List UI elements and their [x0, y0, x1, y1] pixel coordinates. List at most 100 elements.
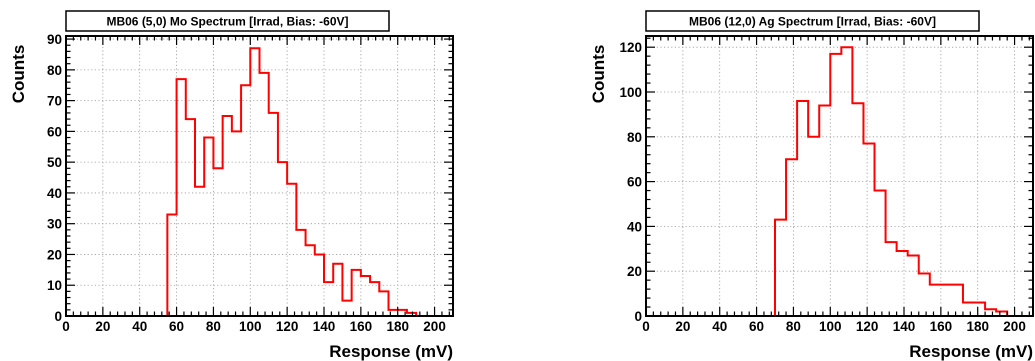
- histogram-bin: [352, 270, 361, 316]
- histogram-bin: [830, 54, 841, 316]
- y-tick-label: 100: [619, 85, 642, 100]
- histogram-bin: [985, 309, 996, 316]
- y-tick-label: 20: [627, 264, 642, 279]
- histogram-bin: [287, 184, 296, 316]
- y-tick-label: 120: [619, 40, 642, 55]
- histogram-bin: [213, 168, 222, 316]
- histogram-bin: [278, 162, 287, 316]
- histogram-bin: [333, 264, 342, 316]
- y-axis-label: Counts: [9, 45, 28, 104]
- histogram-bin: [819, 105, 830, 316]
- x-tick-label: 80: [786, 319, 801, 334]
- y-tick-label: 90: [47, 32, 62, 47]
- histogram-bin: [296, 230, 305, 316]
- x-tick-label: 60: [169, 319, 184, 334]
- x-tick-label: 80: [206, 319, 221, 334]
- x-tick-label: 160: [930, 319, 953, 334]
- y-tick-label: 70: [47, 94, 62, 109]
- histogram-bin: [863, 144, 874, 316]
- plot-background: [66, 36, 453, 316]
- histogram-bin: [941, 285, 952, 316]
- histogram-line: [646, 46, 1033, 317]
- chart-title-box: [65, 10, 390, 32]
- histogram-bin: [342, 301, 351, 316]
- plot-area: 0 20 40 60 80 100 120 140 160 180 200 0 20 40 60 80 100 1…: [619, 35, 1034, 334]
- y-tick-label: 20: [47, 247, 62, 262]
- x-tick-label: 100: [239, 319, 262, 334]
- histogram-bin: [223, 116, 232, 316]
- x-tick-label: 20: [675, 319, 690, 334]
- y-tick-label: 40: [627, 219, 642, 234]
- x-tick-label: 20: [95, 319, 110, 334]
- plot-background: [646, 36, 1033, 316]
- x-tick-label: 160: [350, 319, 373, 334]
- y-tick-label: 30: [47, 217, 62, 232]
- y-tick-label: 0: [634, 309, 642, 324]
- plot-area: 0 20 40 60 80 100 120 140 160 180 200 0 10 20 30 40 50 60…: [47, 32, 454, 334]
- x-tick-label: 0: [642, 319, 650, 334]
- x-tick-label: 140: [893, 319, 916, 334]
- histogram-bin: [886, 242, 897, 316]
- histogram-bin: [315, 254, 324, 316]
- histogram-bin: [786, 159, 797, 316]
- histogram-bin: [370, 282, 379, 316]
- x-tick-label: 180: [966, 319, 989, 334]
- histogram-bin: [361, 276, 370, 316]
- histogram-bin: [775, 220, 786, 316]
- histogram-bin: [379, 291, 388, 316]
- x-tick-label: 60: [749, 319, 764, 334]
- histogram-bin: [908, 256, 919, 316]
- x-tick-label: 200: [1003, 319, 1026, 334]
- histogram-bin: [306, 245, 315, 316]
- plot-frame: [645, 35, 1034, 317]
- y-tick-label: 10: [47, 278, 62, 293]
- histogram-bin: [974, 303, 985, 316]
- x-tick-label: 200: [423, 319, 446, 334]
- histogram-bin: [260, 73, 269, 316]
- histogram-line: [66, 47, 453, 317]
- y-axis-label: Counts: [589, 45, 608, 104]
- x-axis-label: Response (mV): [329, 342, 453, 361]
- histogram-bin: [808, 137, 819, 316]
- y-tick-label: 50: [47, 155, 62, 170]
- histogram-bin: [167, 214, 176, 316]
- histogram-bin: [852, 103, 863, 316]
- chart-title: MB06 (12,0) Ag Spectrum [Irrad, Bias: -6…: [689, 15, 936, 29]
- histogram-bin: [186, 119, 195, 316]
- histogram-bin: [963, 303, 974, 316]
- chart-panel-mo: MB06 (5,0) Mo Spectrum [Irrad, Bias: -60…: [9, 10, 454, 361]
- x-axis-label: Response (mV): [909, 342, 1033, 361]
- x-tick-label: 40: [132, 319, 147, 334]
- chart-title-box: [645, 10, 980, 32]
- histogram-bin: [897, 251, 908, 316]
- histogram-bin: [177, 79, 186, 316]
- x-tick-label: 120: [856, 319, 879, 334]
- histogram-bin: [232, 131, 241, 316]
- x-tick-label: 120: [276, 319, 299, 334]
- y-tick-label: 80: [627, 130, 642, 145]
- histogram-bin: [930, 285, 941, 316]
- histogram-bin: [250, 48, 259, 316]
- chart-title: MB06 (5,0) Mo Spectrum [Irrad, Bias: -60…: [106, 15, 348, 29]
- histogram-bin: [269, 113, 278, 316]
- histogram-bin: [919, 273, 930, 316]
- y-tick-label: 60: [47, 124, 62, 139]
- y-tick-label: 0: [54, 309, 62, 324]
- y-tick-label: 40: [47, 186, 62, 201]
- histogram-bin: [952, 285, 963, 316]
- x-tick-label: 140: [313, 319, 336, 334]
- x-tick-label: 180: [386, 319, 409, 334]
- histogram-bin: [204, 138, 213, 316]
- y-tick-label: 80: [47, 63, 62, 78]
- x-tick-label: 100: [819, 319, 842, 334]
- histogram-bin: [841, 47, 852, 316]
- histogram-bin: [324, 282, 333, 316]
- histogram-bin: [797, 101, 808, 316]
- chart-panel-ag: MB06 (12,0) Ag Spectrum [Irrad, Bias: -6…: [589, 10, 1034, 361]
- histogram-bin: [875, 191, 886, 316]
- histogram-bin: [195, 187, 204, 316]
- y-tick-label: 60: [627, 175, 642, 190]
- plot-frame: [65, 35, 454, 317]
- x-tick-label: 40: [712, 319, 727, 334]
